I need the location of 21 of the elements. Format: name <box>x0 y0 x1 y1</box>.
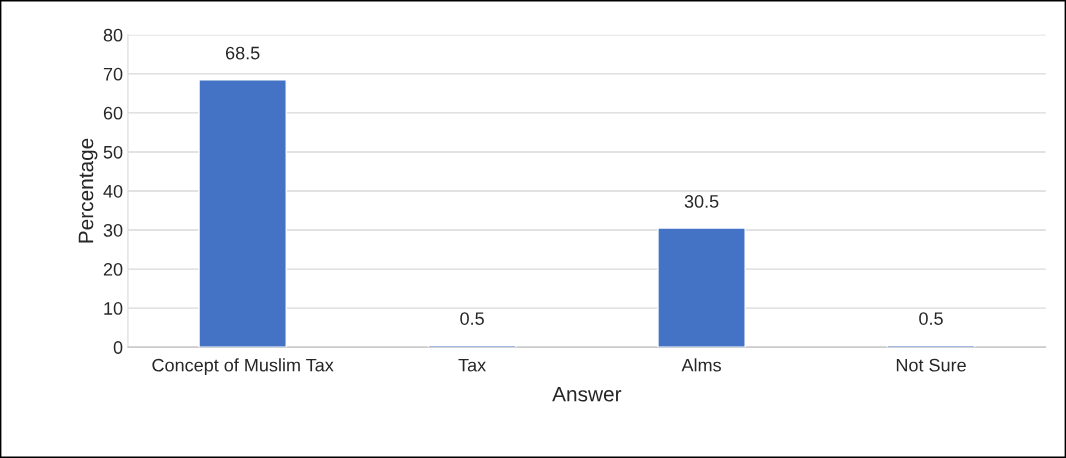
x-tick-label: Alms <box>681 358 721 372</box>
data-label: 0.5 <box>460 312 484 325</box>
bar <box>657 227 746 348</box>
y-tick-label: 10 <box>104 302 123 315</box>
x-tick-label: Tax <box>458 358 486 372</box>
y-tick-label: 30 <box>103 223 123 237</box>
data-label: 0.5 <box>919 312 943 325</box>
y-tick-label: 40 <box>103 184 123 198</box>
x-axis-title: Answer <box>552 386 622 402</box>
y-tick-label: 20 <box>103 263 123 276</box>
y-tick-label: 50 <box>103 145 123 159</box>
data-label: 68.5 <box>226 46 260 60</box>
data-label: 30.5 <box>684 195 719 208</box>
y-tick-label: 60 <box>103 106 123 120</box>
y-axis-title: Percentage <box>78 138 98 243</box>
x-tick-label: Not Sure <box>896 358 966 372</box>
y-tick-label: 80 <box>103 28 123 42</box>
y-tick-label: 0 <box>113 341 123 354</box>
y-tick-label: 70 <box>103 67 123 81</box>
bar <box>198 79 287 348</box>
x-tick-label: Concept of Muslim Tax <box>152 358 334 376</box>
